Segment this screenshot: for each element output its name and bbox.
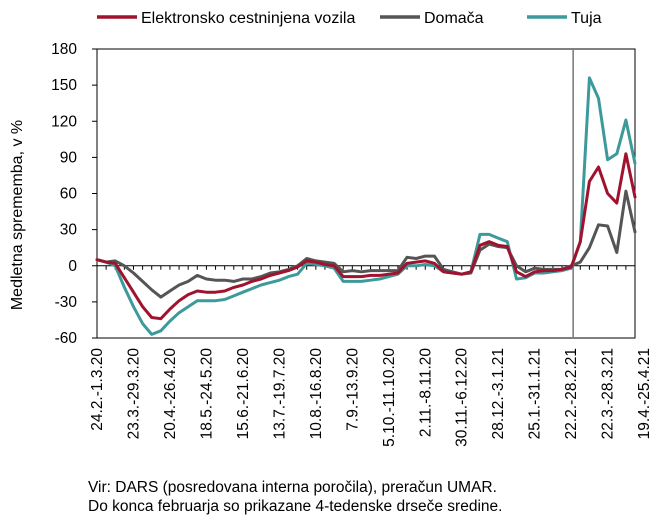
legend-label-1: Domača <box>424 10 484 27</box>
x-tick-label: 23.3.-29.3.20 <box>125 348 142 440</box>
x-tick-label: 24.2.-1.3.20 <box>89 348 106 431</box>
legend-label-2: Tuja <box>571 10 602 27</box>
x-tick-label: 22.3.-28.3.21 <box>600 348 617 439</box>
y-tick-label: 150 <box>51 77 77 94</box>
y-tick-label: 60 <box>60 186 78 203</box>
series-line-2 <box>95 76 637 336</box>
x-tick-label: 15.6.-21.6.20 <box>235 348 252 440</box>
y-tick-label: 180 <box>51 41 77 58</box>
x-tick-label: 30.11.-6.12.20 <box>454 348 471 447</box>
chart-axes <box>92 48 636 339</box>
y-axis-title: Medletna sprememba, v % <box>9 120 26 310</box>
moving-average-note: Do konca februarja so prikazane 4-tedens… <box>88 498 503 515</box>
y-tick-label: 30 <box>60 222 78 239</box>
y-tick-label: 0 <box>68 258 77 275</box>
y-tick-label: 90 <box>60 149 78 166</box>
x-tick-label: 7.9.-13.9.20 <box>344 348 361 431</box>
plot-frame <box>96 48 636 339</box>
y-tick-label: 120 <box>51 113 77 130</box>
y-tick-label: -30 <box>55 294 78 311</box>
x-tick-label: 2.11.-8.11.20 <box>417 348 434 437</box>
chart-legend: Elektronsko cestninjena vozila Domača Tuja <box>97 10 602 27</box>
legend-label-0: Elektronsko cestninjena vozila <box>141 10 355 27</box>
x-tick-label: 18.5.-24.5.20 <box>198 348 215 440</box>
series-layer <box>95 76 637 336</box>
x-tick-label: 5.10.-11.10.20 <box>381 348 398 447</box>
source-note: Vir: DARS (posredovana interna poročila)… <box>88 479 497 496</box>
x-tick-label: 13.7.-19.7.20 <box>271 348 288 440</box>
series-line-0 <box>95 152 637 321</box>
line-chart: Elektronsko cestninjena vozila Domača Tuja… <box>9 10 650 447</box>
x-tick-label: 20.4.-26.4.20 <box>162 348 179 440</box>
y-tick-label: -60 <box>55 330 78 347</box>
tick-labels: 180 150 120 90 60 30 0 -30 -60 24.2.-1.3.20 23.3.-… <box>51 41 650 447</box>
x-tick-label: 19.4.-25.4.21 <box>636 348 650 439</box>
x-tick-label: 10.8.-16.8.20 <box>308 348 325 440</box>
x-tick-label: 22.2.-28.2.21 <box>563 348 580 439</box>
x-tick-label: 25.1.-31.1.21 <box>527 348 544 439</box>
x-tick-label: 28.12.-3.1.21 <box>490 348 507 439</box>
